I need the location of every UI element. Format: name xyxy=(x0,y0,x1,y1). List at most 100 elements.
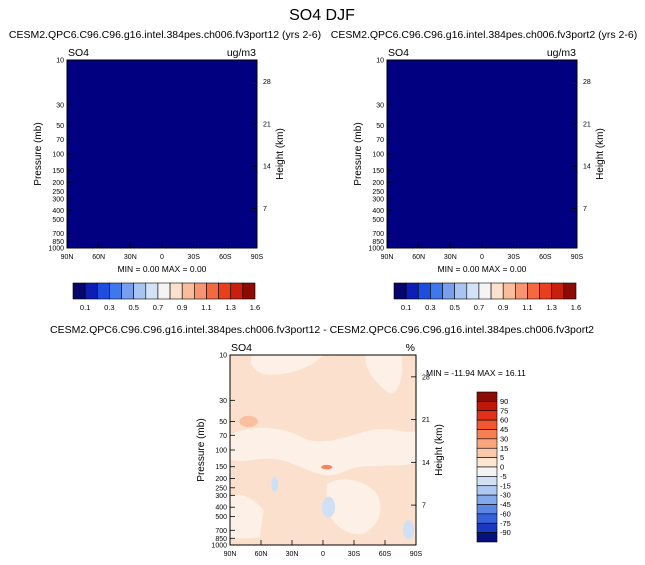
colorbar-label: 30 xyxy=(500,434,508,443)
panel-title: CESM2.QPC6.C96.C96.g16.intel.384pes.ch00… xyxy=(331,29,637,41)
y-tick-label: 100 xyxy=(372,152,384,159)
y-tick-label: 250 xyxy=(372,189,384,196)
colorbar-box xyxy=(476,410,498,421)
y-tick-label: 400 xyxy=(215,505,227,512)
x-tick-label: 90S xyxy=(251,254,264,261)
colorbar-label: 45 xyxy=(500,425,508,434)
colorbar-box xyxy=(490,282,504,300)
x-tick-label: 30N xyxy=(124,254,137,261)
y2-tick-label: 21 xyxy=(422,417,430,424)
contour-region xyxy=(322,496,336,518)
panel-units: % xyxy=(406,342,415,354)
colorbar-box xyxy=(145,282,159,300)
colorbar-box xyxy=(417,282,431,300)
panel-units: ug/m3 xyxy=(227,47,256,59)
y-tick-label: 10 xyxy=(219,353,227,360)
x-tick-label: 60S xyxy=(539,254,552,261)
colorbar-box xyxy=(476,438,498,449)
y2-tick-label: 7 xyxy=(422,503,426,510)
y-tick-label: 10 xyxy=(56,58,64,65)
colorbar-label: 0 xyxy=(500,463,504,472)
y-tick-label: 100 xyxy=(52,152,64,159)
x-tick-label: 60N xyxy=(92,254,105,261)
colorbar-box xyxy=(515,282,528,300)
min-max-label: MIN = 0.00 MAX = 0.00 xyxy=(438,264,527,274)
y-tick-label: 700 xyxy=(215,528,227,535)
x-tick-label: 30S xyxy=(348,551,361,558)
colorbar-box xyxy=(478,282,492,300)
panel-1: CESM2.QPC6.C96.C96.g16.intel.384pes.ch00… xyxy=(9,29,321,312)
colorbar-box xyxy=(476,485,498,496)
colorbar-label: 0.3 xyxy=(104,303,114,312)
y-tick-label: 1000 xyxy=(48,246,64,253)
colorbar-box xyxy=(430,282,443,300)
y-tick-label: 850 xyxy=(372,239,384,246)
y2-tick-label: 7 xyxy=(263,206,267,213)
y-tick-label: 300 xyxy=(215,493,227,500)
x-tick-label: 60N xyxy=(412,254,425,261)
y-tick-label: 500 xyxy=(372,217,384,224)
colorbar-box xyxy=(476,513,498,524)
colorbar-box xyxy=(502,282,516,300)
panel-title: CESM2.QPC6.C96.C96.g16.intel.384pes.ch00… xyxy=(9,29,321,41)
colorbar-label: -30 xyxy=(500,491,511,500)
panel-3: CESM2.QPC6.C96.C96.g16.intel.384pes.ch00… xyxy=(50,324,594,558)
x-tick-label: 90N xyxy=(224,551,237,558)
y-tick-label: 250 xyxy=(215,485,227,492)
min-max-label: MIN = 0.00 MAX = 0.00 xyxy=(118,264,207,274)
x-tick-label: 30N xyxy=(286,551,299,558)
colorbar-label: 0.1 xyxy=(80,303,90,312)
colorbar-box xyxy=(181,282,195,300)
x-tick-label: 90S xyxy=(410,551,423,558)
y-tick-label: 700 xyxy=(372,231,384,238)
colorbar-label: 0.9 xyxy=(177,303,187,312)
y-axis-label: Pressure (mb) xyxy=(353,122,364,185)
colorbar-label: 90 xyxy=(500,397,508,406)
colorbar-box xyxy=(206,282,219,300)
y-tick-label: 300 xyxy=(372,196,384,203)
y-tick-label: 200 xyxy=(372,180,384,187)
y2-axis-label: Height (km) xyxy=(275,128,286,180)
x-tick-label: 90N xyxy=(61,254,74,261)
colorbar-label: -15 xyxy=(500,481,511,490)
colorbar-label: -5 xyxy=(500,472,507,481)
colorbar-box xyxy=(109,282,122,300)
colorbar-box xyxy=(393,282,407,300)
colorbar-label: 0.3 xyxy=(425,303,435,312)
x-tick-label: 0 xyxy=(480,254,484,261)
x-tick-label: 60S xyxy=(379,551,392,558)
colorbar-box xyxy=(133,282,147,300)
y2-tick-label: 7 xyxy=(583,206,587,213)
colorbar-label: 0.1 xyxy=(401,303,411,312)
contour-region xyxy=(250,355,323,375)
min-max-label: MIN = -11.94 MAX = 16.11 xyxy=(426,368,526,378)
x-tick-label: 30S xyxy=(187,254,200,261)
colorbar-box xyxy=(218,282,232,300)
y-tick-label: 10 xyxy=(376,58,384,65)
y-tick-label: 150 xyxy=(52,168,64,175)
colorbar-box xyxy=(476,429,498,440)
y-tick-label: 150 xyxy=(372,168,384,175)
y2-tick-label: 28 xyxy=(583,79,591,86)
y-tick-label: 250 xyxy=(52,189,64,196)
y2-axis-label: Height (km) xyxy=(434,424,445,476)
y2-tick-label: 21 xyxy=(583,121,591,128)
panel-variable: SO4 xyxy=(68,47,89,59)
y-tick-label: 200 xyxy=(52,180,64,187)
colorbar-box xyxy=(72,282,86,300)
panel-units: ug/m3 xyxy=(547,47,576,59)
colorbar-label: 1.3 xyxy=(547,303,557,312)
y-tick-label: 70 xyxy=(56,137,64,144)
colorbar-box xyxy=(476,447,498,458)
colorbar-label: 0.7 xyxy=(153,303,163,312)
x-tick-label: 90S xyxy=(571,254,584,261)
colorbar-box xyxy=(242,282,256,300)
colorbar-label: 60 xyxy=(500,416,508,425)
y-tick-label: 1000 xyxy=(368,246,384,253)
colorbar-box xyxy=(405,282,419,300)
contour-region xyxy=(326,479,381,535)
contour-region xyxy=(321,464,333,470)
y-tick-label: 500 xyxy=(215,514,227,521)
y2-axis-label: Height (km) xyxy=(595,128,606,180)
